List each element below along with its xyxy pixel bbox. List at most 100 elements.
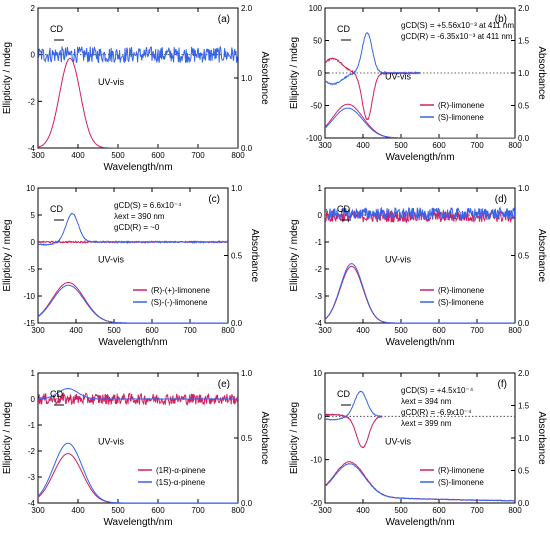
x-axis-label: Wavelength/nm xyxy=(385,337,454,348)
y-tick-label-right: 0.0 xyxy=(241,499,253,508)
x-tick-label: 300 xyxy=(318,326,332,335)
y-tick-label-right: 0.0 xyxy=(231,319,243,328)
y-tick-label-right: 1.0 xyxy=(241,74,253,83)
x-tick-label: 800 xyxy=(231,151,245,160)
series-uv-red xyxy=(325,265,515,323)
g-factor-line: λext = 394 nm xyxy=(401,397,452,406)
y-tick-label-left: 5 xyxy=(31,211,36,220)
y-tick-label-right: 0.0 xyxy=(518,499,530,508)
chart-panel-6: 300 400 500 600 700 800 -20 -10 0 10 0.0 0.5 1.0 1.5 2… xyxy=(289,369,547,528)
y-tick-label-left: -4 xyxy=(28,144,36,153)
y-tick-label-left: -2 xyxy=(28,447,36,456)
y-tick-label-left: 1 xyxy=(31,369,36,378)
y-tick-label-left: -3 xyxy=(315,292,323,301)
legend-label: (S)-limonene xyxy=(438,113,484,122)
y-tick-label-right: 1.0 xyxy=(518,184,530,193)
y-axis-label-left: Ellipticity / mdeg xyxy=(2,402,13,474)
y-axis-label-right: Absorbance xyxy=(259,411,270,465)
series-group xyxy=(325,32,515,138)
y-tick-label-left: 0 xyxy=(318,211,323,220)
y-tick-label-left: 10 xyxy=(313,369,322,378)
y-tick-label-right: 1.0 xyxy=(231,184,243,193)
x-tick-label: 600 xyxy=(145,326,159,335)
annotation-cd: CD xyxy=(50,389,63,399)
y-axis-label-right: Absorbance xyxy=(536,229,547,283)
series-cdpeak-blue xyxy=(325,32,421,86)
g-factor-line: λext = 399 nm xyxy=(401,419,452,428)
x-tick-label: 400 xyxy=(71,506,85,515)
y-tick-label-left: 0 xyxy=(31,51,36,60)
legend-label: (R)-limonene xyxy=(438,101,485,110)
y-tick-label-right: 0.5 xyxy=(518,467,530,476)
panel-label: (c) xyxy=(208,194,220,205)
series-cdpeak-blue xyxy=(38,387,238,400)
y-tick-label-right: 1.5 xyxy=(518,37,530,46)
annotation-uv: UV-vis xyxy=(98,437,125,447)
x-tick-label: 800 xyxy=(508,506,522,515)
y-tick-label-left: -10 xyxy=(23,292,35,301)
y-tick-label-right: 0.5 xyxy=(518,102,530,111)
plot-frame xyxy=(37,372,239,504)
x-tick-label: 400 xyxy=(71,151,85,160)
y-tick-label-left: -10 xyxy=(310,456,322,465)
series-cd-blue xyxy=(38,46,238,64)
y-tick-label-right: 0.0 xyxy=(241,144,253,153)
x-tick-label: 700 xyxy=(191,506,205,515)
y-tick-label-left: -1 xyxy=(28,421,36,430)
x-tick-label: 600 xyxy=(432,141,446,150)
panel-label: (e) xyxy=(218,379,230,390)
x-tick-label: 700 xyxy=(191,151,205,160)
series-uv-red xyxy=(38,453,238,503)
chart-panel-5: 300 400 500 600 700 800 -4 -3 -2 -1 0 1 0.0 0.5 1.0 Wav… xyxy=(2,369,270,528)
legend-label: (1R)-α-pinene xyxy=(156,466,206,475)
series-uv-blue xyxy=(38,442,238,503)
legend-label: (R)-limonene xyxy=(438,286,485,295)
series-group xyxy=(38,46,238,148)
series-uv-red xyxy=(38,282,228,323)
annotation-uv: UV-vis xyxy=(385,72,412,82)
y-tick-label-right: 0.0 xyxy=(518,319,530,328)
y-tick-label-left: -50 xyxy=(310,102,322,111)
annotation-uv: UV-vis xyxy=(385,437,412,447)
y-axis-label-left: Ellipticity / mdeg xyxy=(289,219,300,291)
series-uv-blue xyxy=(325,263,515,323)
g-factor-line: gCD(R) = ~0 xyxy=(114,223,160,232)
y-tick-label-left: 50 xyxy=(313,37,322,46)
series-cdpeak-blue xyxy=(325,390,383,421)
x-tick-label: 300 xyxy=(31,326,45,335)
x-tick-label: 300 xyxy=(31,151,45,160)
g-factor-line: λext = 390 nm xyxy=(114,212,165,221)
x-tick-label: 700 xyxy=(470,326,484,335)
x-tick-label: 400 xyxy=(69,326,83,335)
x-axis-label: Wavelength/nm xyxy=(385,517,454,528)
y-tick-label-right: 1.0 xyxy=(518,434,530,443)
series-group xyxy=(325,390,515,502)
g-factor-line: gCD(S) = 6.6x10⁻⁴ xyxy=(114,201,182,210)
annotation-cd: CD xyxy=(50,24,63,34)
y-tick-label-right: 1.5 xyxy=(518,402,530,411)
x-tick-label: 600 xyxy=(432,506,446,515)
chart-panel-2: 300 400 500 600 700 800 -100 -50 0 50 100 0.0 0.5 1.0… xyxy=(289,4,547,163)
legend-label: (S)-limonene xyxy=(438,478,484,487)
x-axis-label: Wavelength/nm xyxy=(103,517,172,528)
series-uv-blue xyxy=(325,107,515,138)
series-cdpeak-red xyxy=(325,57,421,121)
legend-label: (S)-(-)-limonene xyxy=(151,298,208,307)
chart-panel-1: 300 400 500 600 700 800 -4 -2 0 2 0.0 1.0 2.0 Wavelen… xyxy=(2,4,270,173)
x-tick-label: 300 xyxy=(318,141,332,150)
legend-label: (R)-(+)-limonene xyxy=(151,286,210,295)
x-tick-label: 500 xyxy=(107,326,121,335)
y-tick-label-left: 0 xyxy=(31,395,36,404)
legend-label: (R)-limonene xyxy=(438,466,485,475)
x-tick-label: 500 xyxy=(394,141,408,150)
y-tick-label-right: 1.0 xyxy=(518,69,530,78)
y-tick-label-left: -100 xyxy=(306,134,323,143)
annotation-uv: UV-vis xyxy=(98,254,125,264)
x-tick-label: 500 xyxy=(394,506,408,515)
series-cdpeak-blue xyxy=(38,212,228,246)
series-group xyxy=(38,212,228,323)
g-factor-line: gCD(R) = -6.35x10⁻³ at 411 nm xyxy=(401,32,513,41)
panel-label: (d) xyxy=(495,194,507,205)
y-axis-label-right: Absorbance xyxy=(249,229,260,283)
